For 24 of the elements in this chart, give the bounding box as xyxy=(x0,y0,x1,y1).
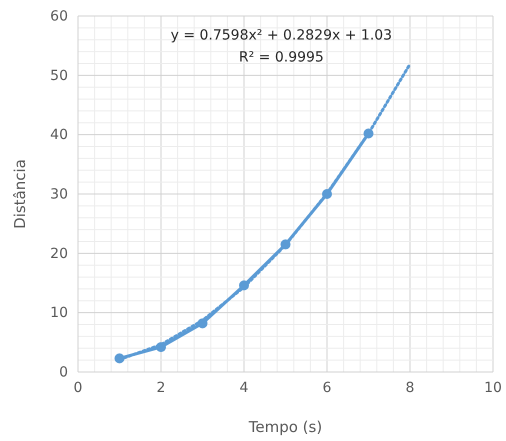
point xyxy=(198,318,208,328)
y-tick-label: 60 xyxy=(50,8,68,24)
y-tick-label: 40 xyxy=(50,127,68,144)
y-axis-title: Distância xyxy=(11,159,29,229)
y-tick-label: 30 xyxy=(50,186,68,202)
y-tick-label: 10 xyxy=(50,305,68,322)
x-tick-label: 6 xyxy=(322,380,332,396)
x-tick-label: 2 xyxy=(156,380,166,396)
point xyxy=(156,342,166,352)
x-tick-label: 10 xyxy=(484,380,502,396)
point xyxy=(114,353,124,364)
x-tick-label: 4 xyxy=(240,380,249,396)
y-tick-label: 50 xyxy=(50,68,68,84)
point xyxy=(322,189,332,199)
x-tick-label: 0 xyxy=(74,380,82,396)
y-tick-label: 20 xyxy=(50,246,68,262)
x-axis-title: Tempo (s) xyxy=(248,418,322,436)
annotation: y = 0.7598x² + 0.2829x + 1.03 xyxy=(170,28,392,44)
point xyxy=(239,280,249,290)
point xyxy=(364,128,374,138)
annotation: R² = 0.9995 xyxy=(238,50,324,66)
point xyxy=(280,239,290,250)
x-tick-label: 8 xyxy=(406,380,414,396)
y-tick-label: 0 xyxy=(59,364,68,380)
